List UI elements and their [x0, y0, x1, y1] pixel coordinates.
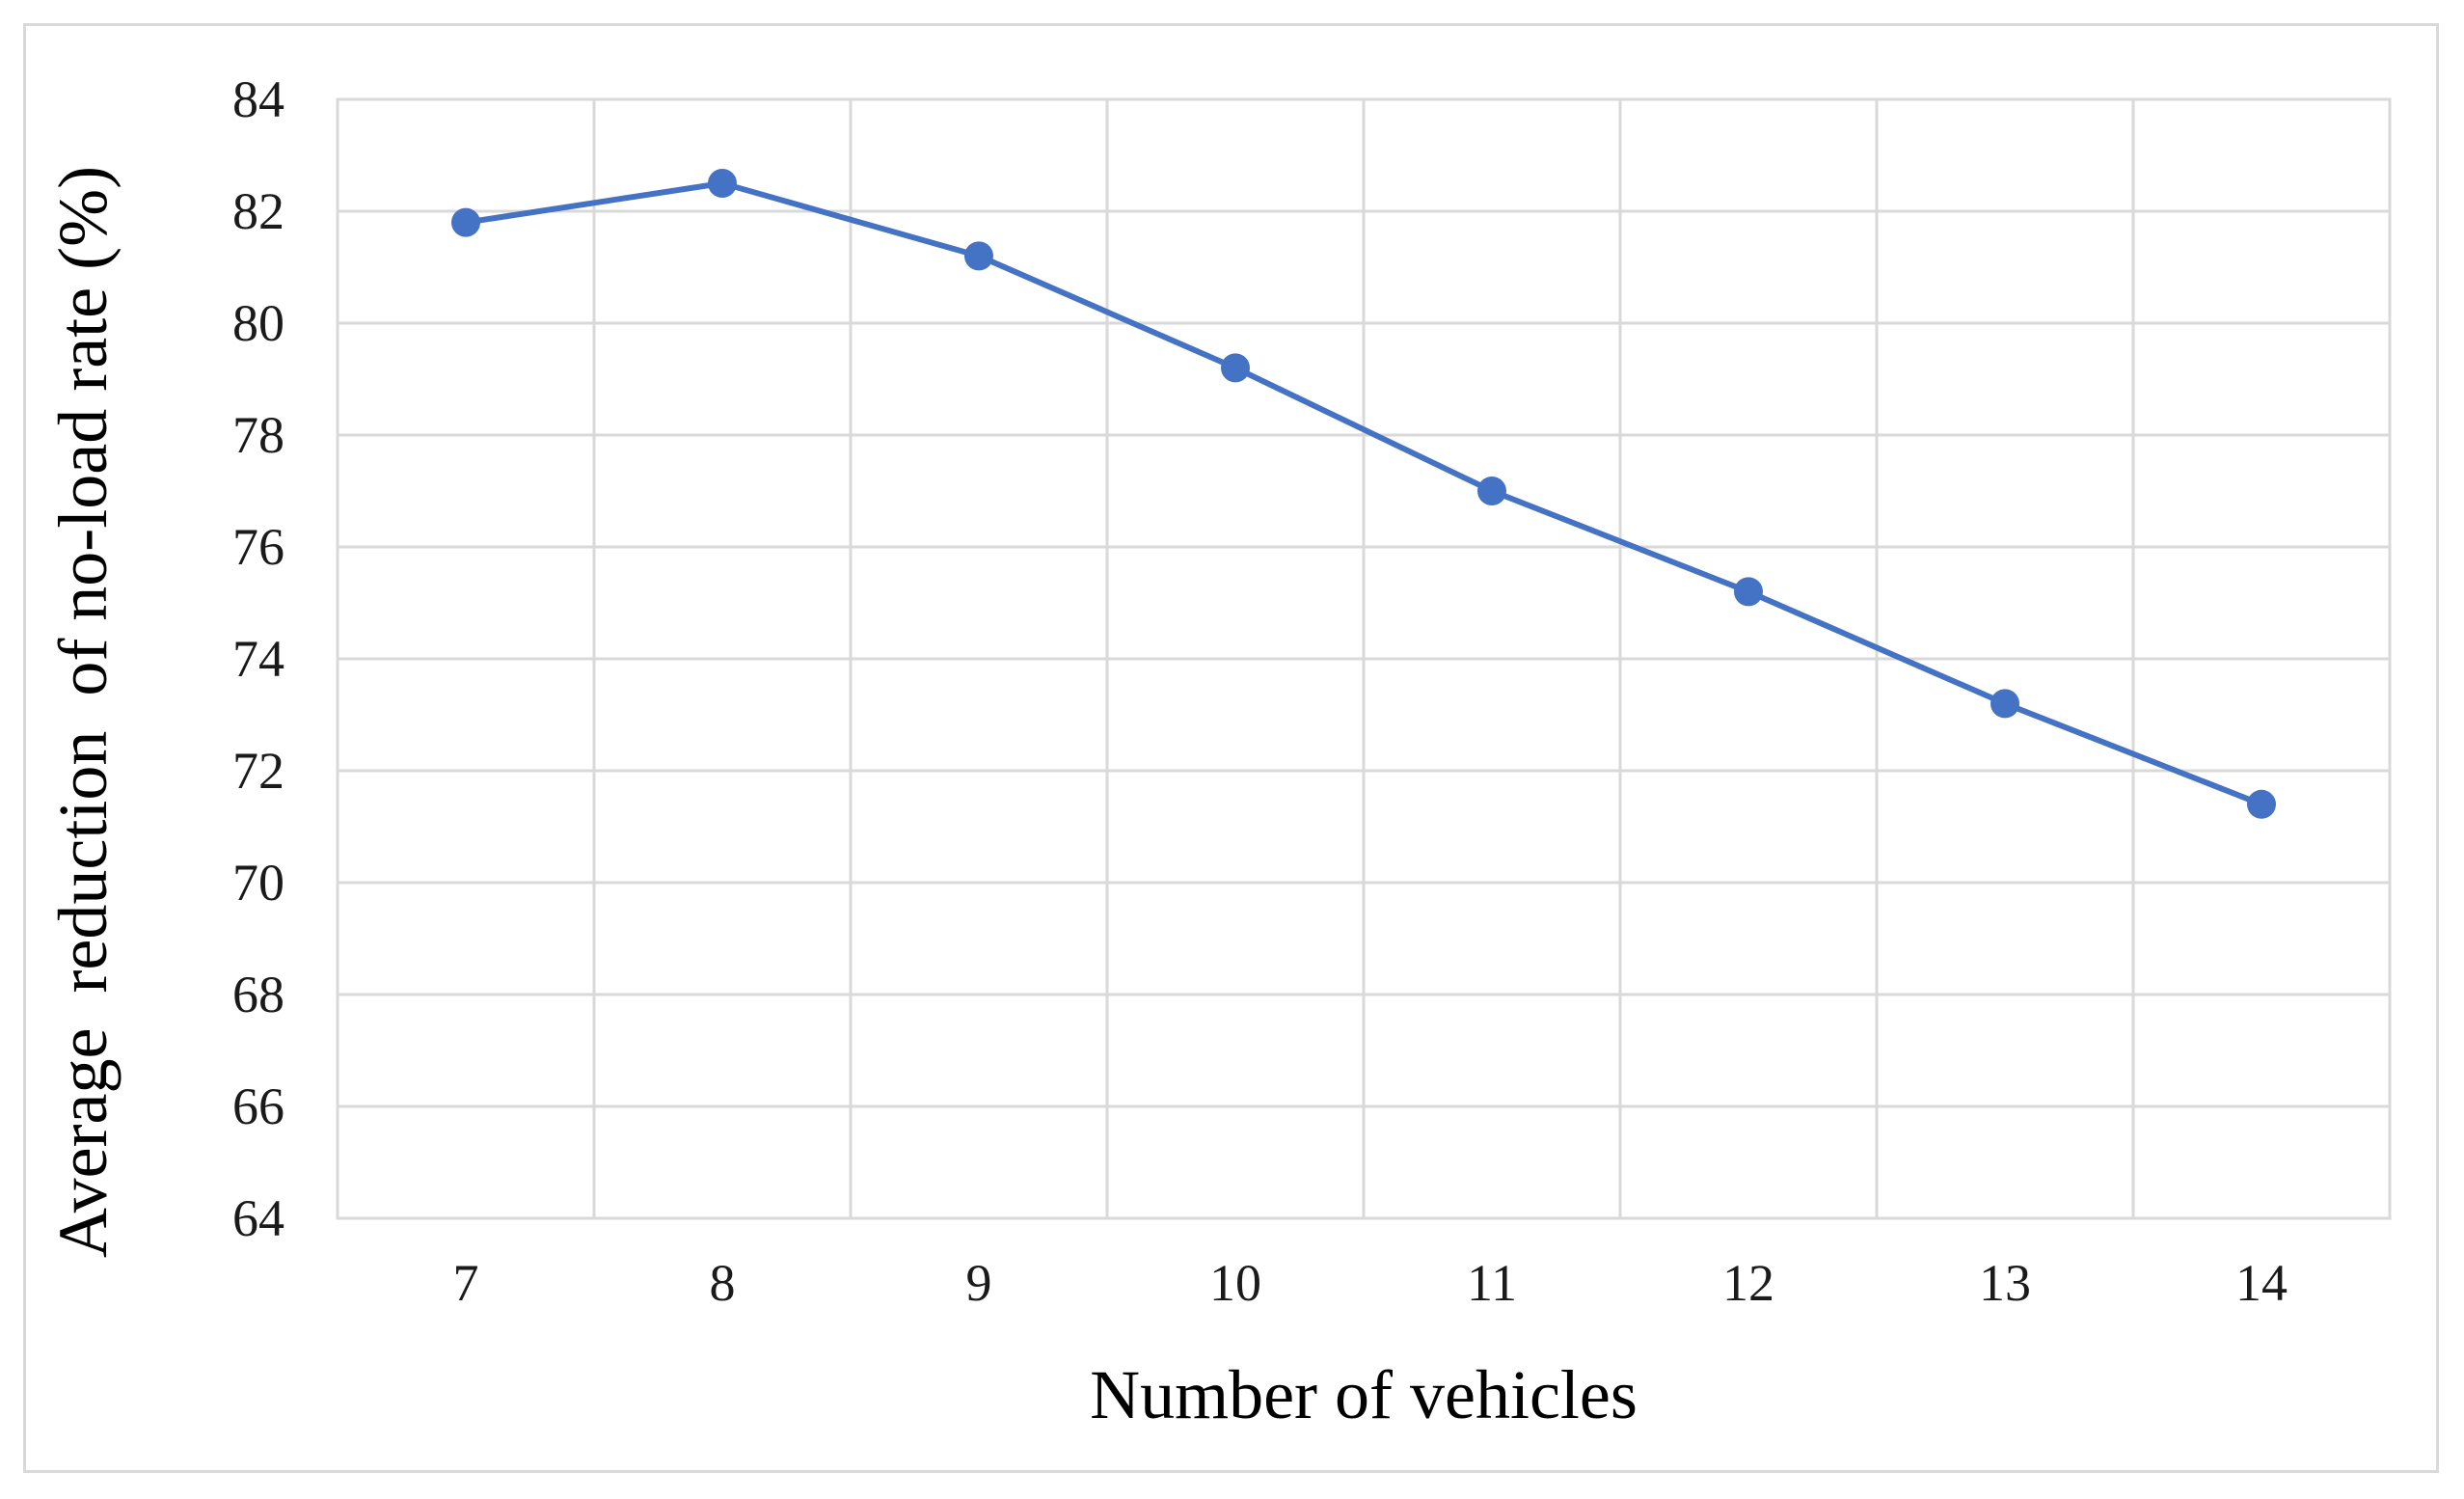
data-point	[1734, 577, 1763, 607]
data-point	[708, 169, 737, 198]
x-tick-label: 9	[966, 1254, 992, 1312]
x-axis-title: Number of vehicles	[1090, 1356, 1638, 1433]
plot-area-border	[336, 97, 2392, 1220]
y-tick-label: 78	[232, 406, 284, 464]
y-tick-label: 68	[232, 966, 284, 1023]
data-point	[964, 241, 993, 271]
x-tick-label: 13	[1979, 1254, 2031, 1312]
data-point	[1990, 689, 2019, 719]
y-tick-label: 70	[232, 854, 284, 912]
chart-frame	[23, 23, 2439, 1473]
y-tick-label: 84	[232, 70, 284, 128]
series-line	[463, 180, 2264, 807]
x-tick-label: 7	[453, 1254, 479, 1312]
y-axis-ticks: 64 66 68 70 72 74 76 78 80 82 84	[232, 70, 284, 1247]
y-tick-label: 82	[232, 182, 284, 240]
x-tick-label: 8	[710, 1254, 736, 1312]
x-tick-label: 11	[1467, 1254, 1517, 1312]
data-point	[451, 207, 480, 237]
y-axis-title: Average reduction of no-load rate (%)	[44, 166, 122, 1258]
data-point	[1221, 353, 1250, 383]
y-tick-label: 80	[232, 294, 284, 352]
series-layer	[451, 169, 2276, 819]
x-tick-label: 14	[2235, 1254, 2288, 1312]
y-tick-label: 66	[232, 1077, 284, 1135]
y-tick-label: 64	[232, 1189, 284, 1247]
y-tick-label: 76	[232, 518, 284, 576]
data-point	[2247, 789, 2276, 819]
x-axis-ticks: 7 8 9 10 11 12 13 14	[453, 1254, 2288, 1312]
y-tick-label: 72	[232, 742, 284, 800]
grid	[338, 97, 2390, 1220]
x-tick-label: 10	[1209, 1254, 1261, 1312]
y-tick-label: 74	[232, 630, 284, 688]
data-point	[1477, 477, 1506, 505]
x-tick-label: 12	[1722, 1254, 1774, 1312]
